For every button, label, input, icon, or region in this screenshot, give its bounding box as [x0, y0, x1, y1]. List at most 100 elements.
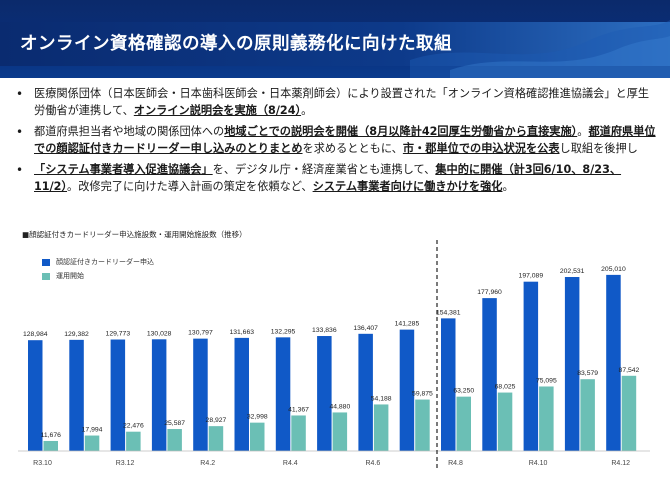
legend-swatch-operating: [42, 272, 50, 280]
data-label-applied: 132,295: [271, 328, 296, 335]
bullet-text-segment: を、デジタル庁・経済産業省とも連携して、: [212, 163, 436, 176]
bar-operating: [415, 399, 430, 451]
data-label-operating: 28,927: [206, 417, 227, 424]
bullet-text-segment: 集中的に開催（計3回6/10、8/23、11/2）: [34, 163, 622, 193]
data-label-applied: 177,960: [477, 289, 502, 296]
x-tick-label: R4.10: [529, 460, 548, 467]
data-label-operating: 63,250: [453, 388, 474, 395]
data-label-operating: 68,025: [495, 384, 516, 391]
data-label-operating: 11,676: [41, 432, 62, 439]
bullet-text-segment: 。: [502, 179, 514, 193]
bar-applied: [69, 339, 84, 451]
bar-applied: [193, 338, 208, 451]
bar-operating: [208, 426, 224, 451]
data-label-applied: 154,381: [436, 309, 461, 316]
bullet-text-segment: 。: [301, 103, 313, 117]
bar-applied: [399, 329, 415, 451]
bullet-text-segment: システム事業者向けに働きかけを強化: [312, 179, 503, 193]
bar-applied: [564, 277, 580, 451]
data-label-applied: 136,407: [353, 325, 378, 332]
bullet-text-segment: 。改修完了に向けた導入計画の策定を依頼など、: [67, 179, 313, 193]
chart-title: ■顔認証付きカードリーダー申込施設数・運用開始施設数（推移）: [22, 230, 247, 239]
x-tick-label: R4.8: [448, 460, 463, 467]
bullet-text-segment: オンライン説明会を実施（8/24）: [133, 103, 302, 117]
bar-operating: [621, 375, 637, 451]
bar-operating: [332, 412, 348, 451]
legend-label-applied: 顔認証付きカードリーダー申込: [56, 258, 154, 266]
bullet-list: • 医療関係団体（日本医師会・日本歯科医師会・日本薬剤師会）により設置された「オン…: [16, 86, 656, 200]
x-tick-label: R4.12: [611, 460, 630, 467]
data-label-operating: 44,880: [329, 403, 350, 410]
data-label-operating: 87,542: [619, 367, 640, 374]
header-wave-decoration: [410, 20, 670, 78]
bullet-text-segment: 。: [577, 125, 589, 138]
bullet-text-segment: し取組を後押し: [559, 141, 638, 155]
data-label-applied: 129,382: [64, 331, 89, 338]
x-tick-label: R4.4: [283, 460, 298, 467]
bar-applied: [523, 281, 539, 451]
bar-applied: [482, 298, 497, 451]
x-tick-label: R3.10: [33, 460, 52, 467]
data-label-operating: 17,994: [82, 427, 103, 434]
bar-applied: [151, 339, 167, 451]
data-label-applied: 128,984: [23, 331, 48, 338]
data-label-applied: 205,010: [601, 266, 626, 273]
bar-operating: [250, 422, 265, 451]
bar-applied: [28, 340, 43, 451]
bar-applied: [275, 337, 291, 451]
bullet-text-segment: 都道府県担当者や地域の関係団体への: [34, 125, 225, 138]
bullet-item: • 都道府県担当者や地域の関係団体への地域ごとでの説明会を開催（8月以降計42回厚…: [16, 124, 656, 157]
page-title: オンライン資格確認の導入の原則義務化に向けた取組: [20, 34, 452, 54]
bullet-text-segment: 市・郡単位での申込状況を公表: [402, 141, 560, 155]
data-label-applied: 130,028: [147, 330, 172, 337]
x-tick-label: R4.2: [200, 460, 215, 467]
data-label-operating: 25,587: [164, 420, 185, 427]
bar-operating: [539, 386, 554, 451]
chart-legend: 顔認証付きカードリーダー申込 運用開始: [42, 255, 154, 283]
legend-item-operating: 運用開始: [42, 269, 154, 283]
x-tick-label: R3.12: [116, 460, 135, 467]
data-label-operating: 75,095: [536, 377, 557, 384]
bar-operating: [497, 392, 513, 451]
bullet-marker: •: [16, 163, 24, 177]
bullet-text-segment: 地域ごとでの説明会を開催（8月以降計42回厚生労働省から直接実施）: [224, 125, 578, 138]
data-label-applied: 133,836: [312, 327, 337, 334]
data-label-applied: 197,089: [519, 273, 544, 280]
bar-applied: [317, 336, 332, 451]
slide-header: オンライン資格確認の導入の原則義務化に向けた取組: [0, 0, 670, 78]
legend-label-operating: 運用開始: [56, 272, 84, 280]
bar-operating: [291, 415, 306, 451]
bar-operating: [580, 379, 595, 451]
bar-applied: [234, 337, 249, 451]
data-label-operating: 59,875: [412, 391, 433, 398]
bar-applied: [110, 339, 126, 451]
bullet-marker: •: [16, 87, 24, 101]
bar-applied: [358, 333, 373, 451]
data-label-applied: 131,663: [229, 329, 254, 336]
data-label-applied: 130,797: [188, 330, 213, 337]
bullet-text-segment: を求めるとともに、: [302, 141, 403, 155]
bar-operating: [373, 404, 389, 451]
bar-operating: [126, 431, 141, 451]
bullet-marker: •: [16, 125, 24, 139]
legend-swatch-applied: [42, 258, 50, 266]
header-band: [0, 22, 670, 66]
bar-applied: [441, 318, 456, 451]
bullet-text-segment: 医療関係団体（日本医師会・日本歯科医師会・日本薬剤師会）により設置された「オンラ…: [34, 87, 650, 117]
bullet-item: • 「システム事業者導入促進協議会」を、デジタル庁・経済産業省とも連携して、集中的…: [16, 162, 656, 195]
data-label-operating: 32,998: [247, 414, 268, 421]
data-label-applied: 141,285: [395, 321, 420, 328]
bar-operating: [43, 440, 58, 451]
bullet-text-segment: 都道府県単位での顔認証付きカードリーダー申し込みのとりまとめ: [34, 125, 656, 155]
bar-applied: [606, 274, 621, 451]
bar-operating: [456, 396, 471, 451]
legend-item-applied: 顔認証付きカードリーダー申込: [42, 255, 154, 269]
data-label-operating: 41,367: [288, 406, 309, 413]
data-label-operating: 22,476: [123, 423, 144, 430]
bullet-text-segment: 「システム事業者導入促進協議会」: [34, 163, 213, 176]
bar-operating: [167, 429, 182, 451]
data-label-applied: 202,531: [560, 268, 585, 275]
data-label-applied: 129,773: [106, 331, 131, 338]
data-label-operating: 54,188: [371, 395, 392, 402]
